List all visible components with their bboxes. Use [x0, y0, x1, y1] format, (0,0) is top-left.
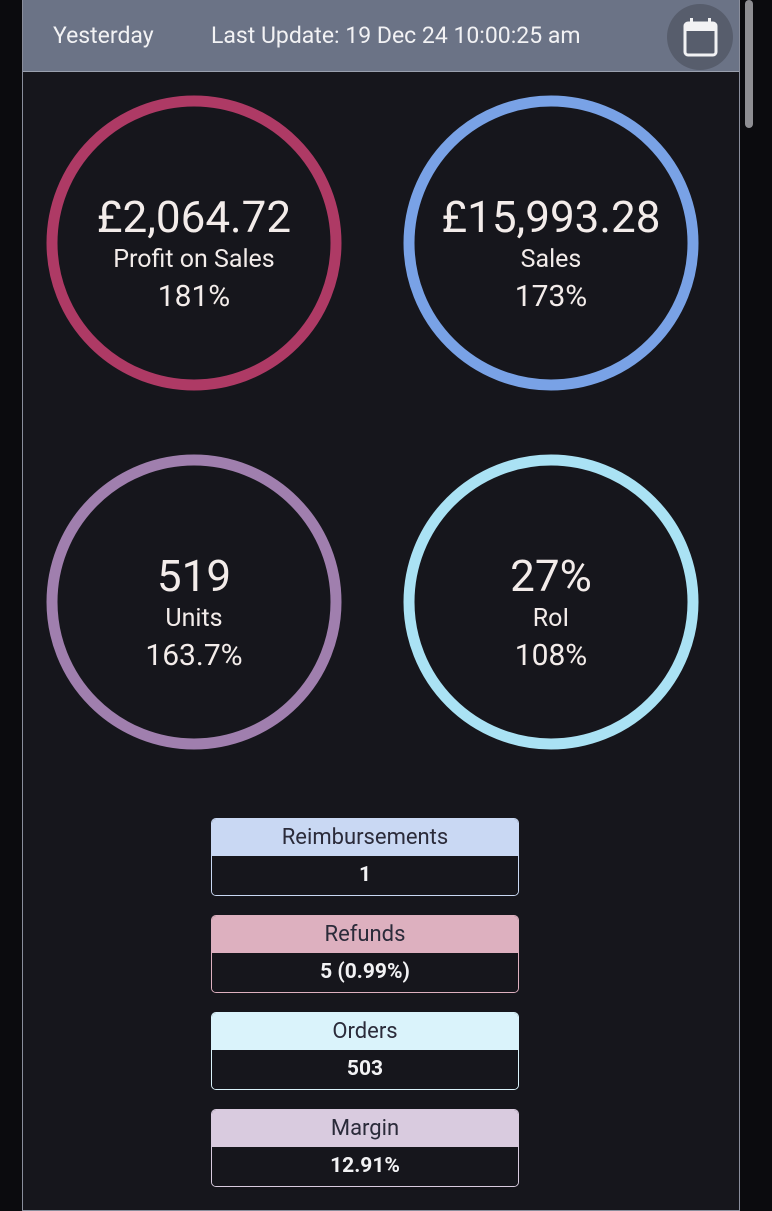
stat-value: 5 (0.99%) — [212, 953, 518, 992]
stat-label: Margin — [212, 1110, 518, 1147]
metric-label: Sales — [520, 245, 582, 274]
stat-value: 1 — [212, 856, 518, 895]
metric-change: 108% — [514, 638, 588, 673]
metric-ring — [403, 454, 699, 750]
metric-card: £2,064.72 Profit on Sales 181% — [46, 95, 342, 391]
calendar-button[interactable] — [667, 4, 733, 70]
stat-box: Refunds 5 (0.99%) — [211, 915, 519, 993]
metric-card: 519 Units 163.7% — [46, 454, 342, 750]
calendar-icon — [683, 18, 718, 57]
stat-value: 503 — [212, 1050, 518, 1089]
metric-card: £15,993.28 Sales 173% — [403, 95, 699, 391]
metric-change: 163.7% — [145, 638, 243, 673]
metric-ring — [46, 95, 342, 391]
stat-box: Orders 503 — [211, 1012, 519, 1090]
scrollbar[interactable] — [745, 0, 753, 128]
stat-box: Margin 12.91% — [211, 1109, 519, 1187]
metric-change: 173% — [514, 279, 588, 314]
metric-ring — [46, 454, 342, 750]
dashboard-panel: Yesterday Last Update: 19 Dec 24 10:00:2… — [22, 0, 740, 1211]
metric-label: Profit on Sales — [113, 245, 275, 274]
stat-label: Refunds — [212, 916, 518, 953]
header-bar: Yesterday Last Update: 19 Dec 24 10:00:2… — [23, 0, 739, 72]
metric-label: Units — [165, 604, 223, 633]
metric-value: 519 — [156, 550, 232, 602]
metric-value: £2,064.72 — [96, 191, 292, 243]
stat-label: Orders — [212, 1013, 518, 1050]
metric-change: 181% — [157, 279, 231, 314]
metric-value: 27% — [510, 550, 592, 602]
last-update: Last Update: 19 Dec 24 10:00:25 am — [211, 22, 581, 49]
stat-value: 12.91% — [212, 1147, 518, 1186]
metric-ring — [403, 95, 699, 391]
period-label[interactable]: Yesterday — [53, 22, 154, 49]
stat-label: Reimbursements — [212, 819, 518, 856]
stat-box: Reimbursements 1 — [211, 818, 519, 896]
metric-card: 27% RoI 108% — [403, 454, 699, 750]
metric-label: RoI — [532, 604, 570, 633]
metric-value: £15,993.28 — [441, 191, 661, 243]
